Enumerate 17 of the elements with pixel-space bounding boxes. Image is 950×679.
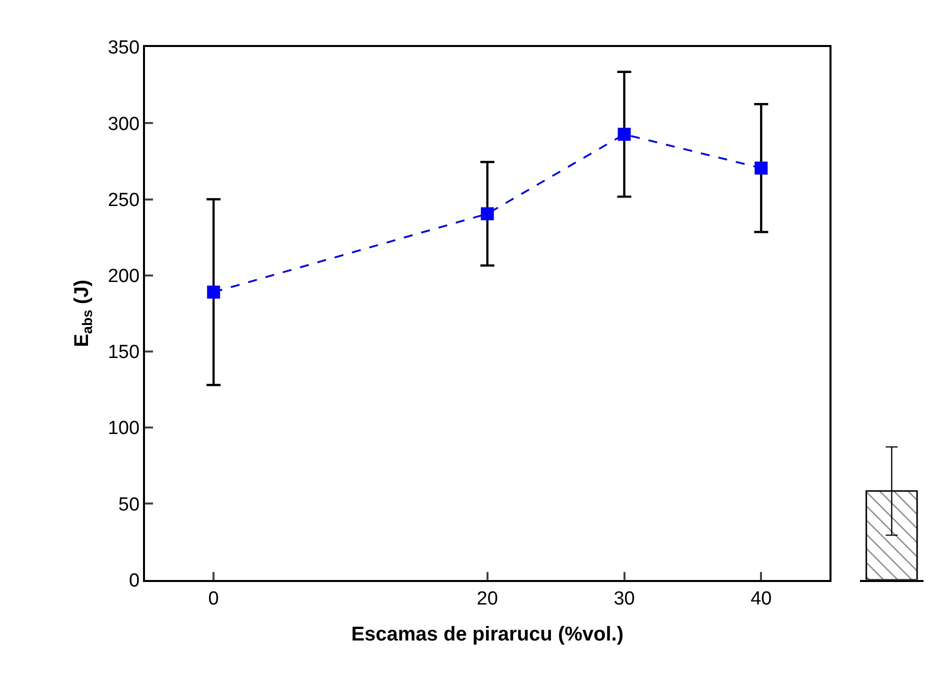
y-tick-label: 100 — [108, 418, 140, 440]
y-tick-label: 350 — [108, 38, 140, 59]
point — [480, 207, 494, 220]
y-tick-label: 50 — [118, 494, 140, 516]
y-tick-label: 300 — [108, 114, 140, 135]
y-tick-label: 250 — [108, 190, 140, 211]
y-tick-label: 150 — [108, 342, 140, 364]
x-tick-label: 20 — [476, 588, 498, 610]
x-axis-title: Escamas de pirarucu (%vol.) — [351, 623, 624, 646]
point — [618, 128, 631, 141]
y-tick-label: 0 — [128, 570, 140, 592]
x-tick-label: 30 — [614, 588, 635, 610]
point — [207, 286, 220, 299]
point — [754, 162, 768, 175]
x-tick-label: 0 — [208, 588, 219, 610]
x-tick-label: 40 — [750, 588, 772, 610]
y-tick-label: 200 — [108, 266, 140, 288]
